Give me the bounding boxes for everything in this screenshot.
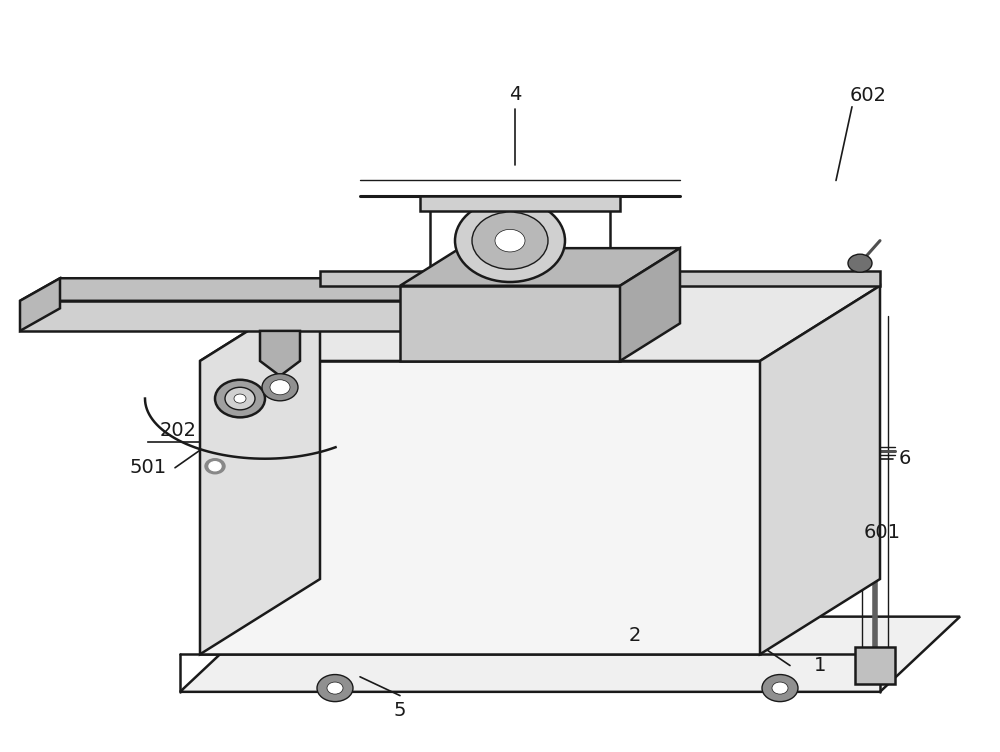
Polygon shape — [200, 286, 880, 361]
Circle shape — [772, 682, 788, 694]
Circle shape — [209, 462, 221, 471]
Polygon shape — [855, 647, 895, 684]
Circle shape — [848, 254, 872, 272]
Polygon shape — [20, 301, 420, 331]
Circle shape — [205, 459, 225, 474]
Circle shape — [762, 675, 798, 702]
Text: 5: 5 — [394, 701, 406, 720]
Circle shape — [327, 682, 343, 694]
Polygon shape — [200, 361, 760, 654]
Text: 1: 1 — [814, 656, 826, 675]
Circle shape — [262, 374, 298, 401]
Text: 2: 2 — [629, 626, 641, 645]
Polygon shape — [200, 286, 320, 654]
Polygon shape — [320, 271, 880, 286]
Text: 202: 202 — [160, 420, 196, 440]
Circle shape — [225, 387, 255, 410]
Circle shape — [234, 394, 246, 403]
Circle shape — [472, 212, 548, 269]
Polygon shape — [760, 286, 880, 654]
Polygon shape — [20, 278, 460, 301]
Polygon shape — [260, 331, 300, 376]
Polygon shape — [400, 286, 620, 361]
Polygon shape — [180, 617, 960, 692]
Circle shape — [215, 380, 265, 417]
Text: 602: 602 — [850, 86, 887, 105]
Polygon shape — [20, 278, 60, 331]
Text: 601: 601 — [864, 523, 900, 542]
Circle shape — [455, 199, 565, 282]
Circle shape — [317, 675, 353, 702]
Circle shape — [270, 380, 290, 395]
Polygon shape — [420, 196, 620, 211]
Circle shape — [495, 229, 525, 252]
Text: 4: 4 — [509, 84, 521, 104]
Text: 501: 501 — [129, 458, 167, 478]
Polygon shape — [400, 248, 680, 286]
Text: 6: 6 — [899, 449, 911, 468]
Polygon shape — [620, 248, 680, 361]
Text: 3: 3 — [79, 302, 91, 322]
